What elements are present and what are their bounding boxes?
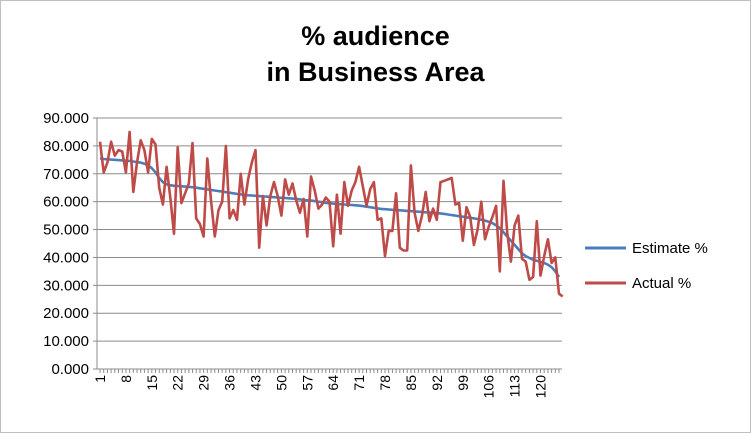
x-tick-label: 71	[351, 375, 367, 391]
series-line-actual	[98, 130, 564, 298]
y-tick-label: 30.000	[43, 277, 89, 294]
legend-label-actual: Actual %	[632, 275, 691, 292]
chart-title: % audience in Business Area	[0, 18, 751, 90]
x-tick-label: 99	[455, 375, 471, 391]
x-tick-label: 22	[170, 375, 186, 391]
x-tick-label: 50	[273, 375, 289, 391]
y-tick-label: 10.000	[43, 333, 89, 350]
x-tick-label: 29	[196, 375, 212, 391]
chart-title-line-2: in Business Area	[266, 57, 485, 87]
y-tick-label: 80.000	[43, 138, 89, 155]
y-tick-label: 50.000	[43, 222, 89, 239]
x-tick-label: 78	[377, 375, 393, 391]
y-tick-label: 60.000	[43, 194, 89, 211]
y-axis-tick-labels: 0.000 10.000 20.000 30.000 40.000 50.000 60.00…	[43, 110, 89, 378]
x-tick-label: 57	[299, 375, 315, 391]
x-tick-label: 36	[222, 375, 238, 391]
x-tick-label: 8	[118, 375, 134, 383]
gridlines	[97, 117, 562, 342]
x-tick-label: 106	[481, 375, 497, 399]
legend-label-estimate: Estimate %	[632, 240, 708, 257]
y-tick-label: 70.000	[43, 166, 89, 183]
x-tick-label: 64	[325, 375, 341, 391]
y-tick-label: 20.000	[43, 305, 89, 322]
axes	[93, 117, 562, 373]
x-axis-tick-labels: 1 8 15 22 29 36 43 50 57 64 71 78 85 92 99 106 113 120	[92, 375, 548, 399]
y-tick-label: 90.000	[43, 110, 89, 127]
x-tick-label: 43	[247, 375, 263, 391]
x-tick-label: 120	[532, 375, 548, 399]
x-tick-label: 1	[92, 375, 108, 383]
chart-title-line-1: % audience	[301, 21, 450, 51]
x-tick-label: 15	[144, 375, 160, 391]
x-tick-label: 92	[429, 375, 445, 391]
legend: Estimate % Actual %	[585, 240, 708, 292]
y-tick-label: 0.000	[51, 361, 89, 378]
y-tick-label: 40.000	[43, 249, 89, 266]
x-tick-label: 113	[507, 375, 523, 398]
series-lines	[98, 130, 564, 298]
x-tick-label: 85	[403, 375, 419, 391]
